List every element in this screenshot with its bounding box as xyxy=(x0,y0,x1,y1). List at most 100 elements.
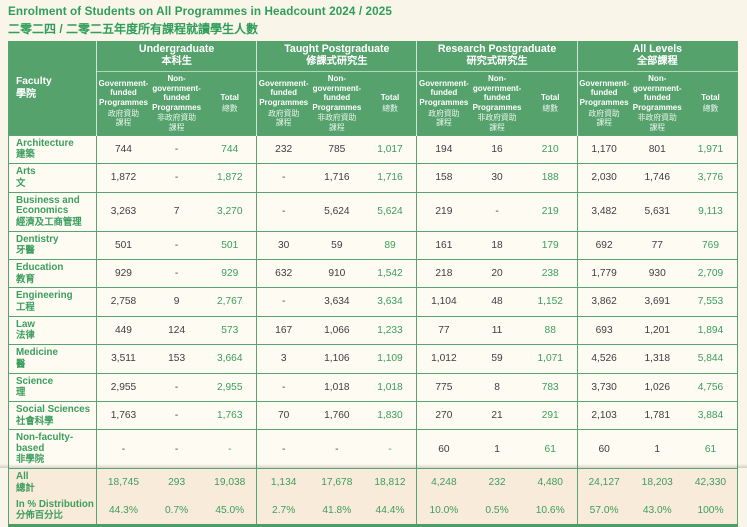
cell: 45.0% xyxy=(203,496,257,526)
cell: - xyxy=(149,429,204,469)
cell: 5,624 xyxy=(310,191,364,232)
group-label-zh: 本科生 xyxy=(161,56,192,68)
cell: 293 xyxy=(149,468,204,497)
cell: 783 xyxy=(523,372,578,402)
subheader-non-gov-funded: Non-government-funded Programmes 非政府資助 課程 xyxy=(149,71,204,136)
group-header-research-postgraduate: Research Postgraduate 研究式研究生 xyxy=(416,41,578,72)
faculty-name-en: Arts xyxy=(16,166,36,178)
cell: 218 xyxy=(416,258,471,288)
cell: - xyxy=(149,230,204,260)
cell: 61 xyxy=(683,429,738,469)
cell: - xyxy=(310,429,364,469)
cell: 2,709 xyxy=(683,258,738,288)
subheader-en: Government-funded Programmes xyxy=(418,78,469,107)
cell: 20 xyxy=(470,258,524,288)
faculty-column-header: Faculty 學院 xyxy=(8,41,97,136)
faculty-name-en: Law xyxy=(16,318,36,330)
cell: 4,756 xyxy=(683,372,738,402)
faculty-cell: Non-faculty-based 非學院 xyxy=(8,429,97,469)
faculty-name-zh: 分佈百分比 xyxy=(16,509,63,521)
cell: 210 xyxy=(523,134,578,164)
cell: 930 xyxy=(630,258,684,288)
faculty-cell: Social Sciences 社會科學 xyxy=(8,400,97,430)
faculty-name-en: Business and Economics xyxy=(16,194,80,217)
subheader-total: Total 總數 xyxy=(523,71,578,136)
cell: 1,152 xyxy=(523,287,578,317)
cell: 1,134 xyxy=(256,468,311,497)
subheader-zh: 非政府資助 課程 xyxy=(637,113,677,133)
group-header-taught-postgraduate: Taught Postgraduate 修課式研究生 xyxy=(256,41,417,72)
cell: 769 xyxy=(683,230,738,260)
cell: 44.4% xyxy=(363,496,417,526)
cell: 2,955 xyxy=(203,372,257,402)
faculty-cell: Medicine 醫 xyxy=(8,344,97,374)
subheader-zh: 總數 xyxy=(542,103,558,113)
cell: 1,017 xyxy=(363,134,417,164)
subheader-en: Government-funded Programmes xyxy=(98,78,149,107)
table-row-architecture: Architecture 建築 744-744 232 785 1,017 194 16 21… xyxy=(8,134,738,164)
faculty-name-en: Medicine xyxy=(16,347,58,359)
subheader-en: Non-government-funded Programmes xyxy=(632,73,682,112)
table-row-science: Science 理 2,955-2,955-1,018 1,018 775 8 783 3,… xyxy=(8,372,738,402)
cell: 44.3% xyxy=(95,496,150,526)
cell: - xyxy=(256,372,311,402)
faculty-name-en: Architecture xyxy=(16,137,74,149)
cell: 77 xyxy=(630,230,684,260)
cell: - xyxy=(470,191,524,232)
cell: 1,109 xyxy=(363,344,417,374)
subheader-zh: 政府資助 課程 xyxy=(588,108,620,128)
cell: 59 xyxy=(310,230,364,260)
subheader-gov-funded: Government-funded Programmes 政府資助 課程 xyxy=(576,71,631,136)
enrolment-table: Faculty 學院 Undergraduate 本科生 Taught Post… xyxy=(8,41,738,527)
subheader-en: Total xyxy=(220,93,240,103)
cell: 1 xyxy=(630,429,684,469)
cell: 501 xyxy=(95,230,150,260)
faculty-name-zh: 建築 xyxy=(16,148,35,160)
subheader-zh: 非政府資助 課程 xyxy=(157,113,197,133)
group-header-undergraduate: Undergraduate 本科生 xyxy=(95,41,257,72)
faculty-name-zh: 總計 xyxy=(16,481,35,493)
subheader-non-gov-funded: Non-government-funded Programmes 非政府資助 課程 xyxy=(470,71,524,136)
cell: 77 xyxy=(416,315,471,345)
group-label-en: Undergraduate xyxy=(138,43,215,55)
cell: 775 xyxy=(416,372,471,402)
cell: 693 xyxy=(576,315,631,345)
subheader-en: Total xyxy=(380,93,400,103)
subheader-non-gov-funded: Non-government-funded Programmes 非政府資助 課程 xyxy=(310,71,364,136)
cell: 17,678 xyxy=(310,468,364,497)
cell: 4,248 xyxy=(416,468,471,497)
cell: 18 xyxy=(470,230,524,260)
cell: 48 xyxy=(470,287,524,317)
cell: 3,263 xyxy=(95,191,150,232)
cell: 3,862 xyxy=(576,287,631,317)
group-label-zh: 研究式研究生 xyxy=(466,56,528,68)
cell: 929 xyxy=(95,258,150,288)
subheader-en: Non-government-funded Programmes xyxy=(152,73,202,112)
table-row-dentistry: Dentistry 牙醫 501-501 30 59 89 161 18 179 692 77 76… xyxy=(8,230,738,260)
faculty-name-zh: 理 xyxy=(16,386,26,398)
cell: 0.5% xyxy=(470,496,524,526)
faculty-cell: Dentistry 牙醫 xyxy=(8,230,97,260)
cell: 3,691 xyxy=(630,287,684,317)
header-group-row: Faculty 學院 Undergraduate 本科生 Taught Post… xyxy=(8,41,738,136)
cell: - xyxy=(149,163,204,193)
subheader-zh: 總數 xyxy=(702,103,719,113)
subheader-gov-funded: Government-funded Programmes 政府資助 課程 xyxy=(416,71,471,136)
cell: 1,830 xyxy=(363,400,417,430)
table-body: Architecture 建築 744-744 232 785 1,017 194 16 21… xyxy=(8,134,738,526)
cell: - xyxy=(256,429,311,469)
subheader-en: Non-government-funded Programmes xyxy=(312,73,362,112)
faculty-cell: Education 教育 xyxy=(8,258,97,288)
faculty-header-zh: 學院 xyxy=(16,89,36,101)
cell: 0.7% xyxy=(149,496,204,526)
cell: 8 xyxy=(470,372,524,402)
subheader-gov-funded: Government-funded Programmes 政府資助 課程 xyxy=(95,71,150,136)
faculty-name-zh: 牙醫 xyxy=(16,244,35,256)
subheader-total: Total 總數 xyxy=(203,71,257,136)
cell: 18,745 xyxy=(95,468,150,497)
cell: - xyxy=(363,429,417,469)
cell: 153 xyxy=(149,344,204,374)
subheader-zh: 總數 xyxy=(382,103,398,113)
cell: 1,760 xyxy=(310,400,364,430)
